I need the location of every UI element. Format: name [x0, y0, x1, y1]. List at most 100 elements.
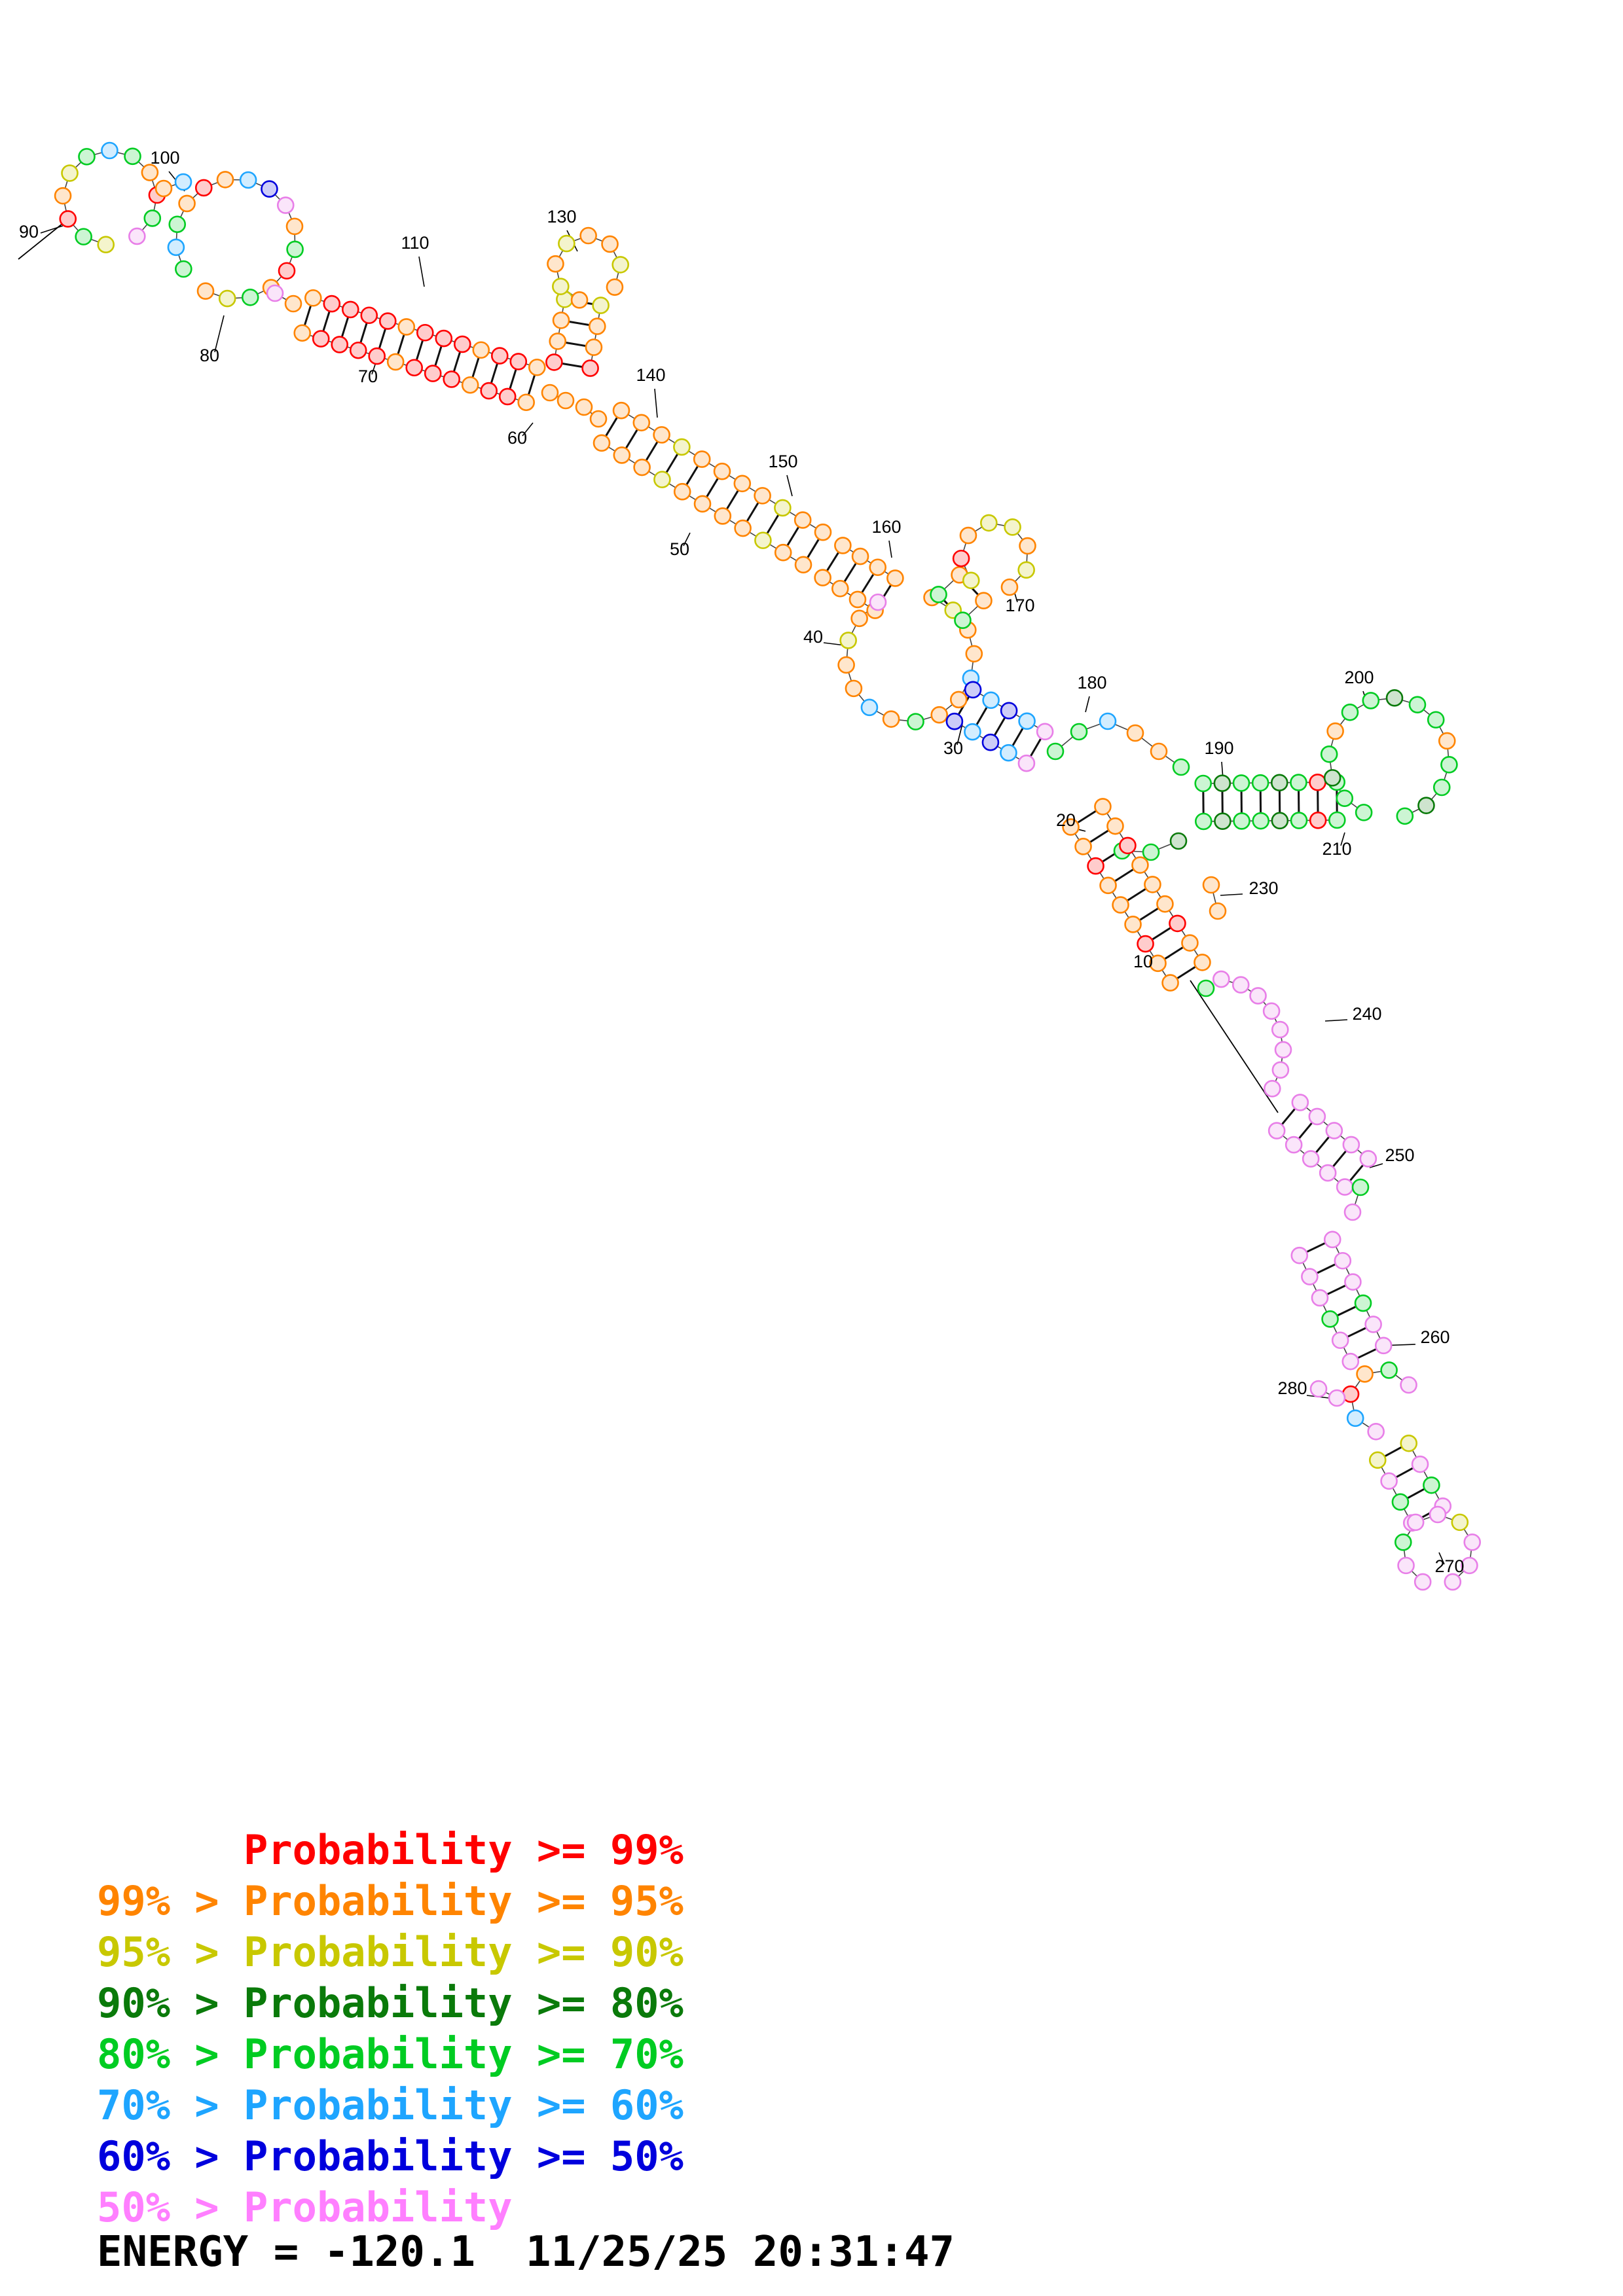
position-label: 100 [150, 148, 179, 168]
nucleotide-node [498, 387, 517, 406]
legend-line-p-70-80: 80% > Probability >= 70% [97, 2030, 684, 2078]
nucleotide-node [754, 531, 772, 549]
nucleotide-node [128, 227, 146, 245]
base-pair-rung [1012, 727, 1024, 747]
nucleotide-node [1380, 1472, 1398, 1490]
nucleotide-node [341, 300, 359, 319]
nucleotide-node [592, 296, 610, 314]
nucleotide-node [285, 217, 304, 236]
nucleotide-node [907, 713, 924, 730]
base-pair-rung [1395, 1467, 1414, 1479]
nucleotide-node [75, 228, 92, 245]
label-tick [888, 540, 892, 558]
position-label: 30 [943, 738, 963, 758]
nucleotide-node [1290, 1246, 1309, 1265]
nucleotide-node [1362, 692, 1380, 709]
nucleotide-node [1119, 836, 1137, 855]
nucleotide-node [1423, 1476, 1440, 1494]
position-label: 170 [1005, 596, 1034, 615]
base-pair-rung [1349, 1164, 1364, 1182]
base-pair-rung [565, 341, 587, 348]
base-pair-rung [434, 346, 443, 367]
nucleotide-node [1328, 811, 1346, 829]
nucleotide-node [1000, 578, 1019, 596]
nucleotide-node [1099, 876, 1117, 895]
nucleotide-node [1367, 1422, 1385, 1441]
label-tick [1085, 696, 1090, 713]
base-pair-rung [861, 573, 875, 594]
nucleotide-node [1356, 1365, 1374, 1383]
legend-line-p-80-90: 90% > Probability >= 80% [97, 1979, 684, 2027]
label-tick [1220, 893, 1243, 896]
nucleotide-node [714, 507, 732, 525]
nucleotide-node [882, 710, 900, 728]
base-pair-rung [766, 514, 780, 535]
nucleotide-node [1427, 711, 1445, 729]
nucleotide-node [954, 611, 972, 629]
nucleotide-node [653, 471, 671, 488]
nucleotide-node [1194, 954, 1211, 971]
nucleotide-node [613, 446, 631, 464]
base-pair-rung [1357, 1348, 1377, 1359]
nucleotide-node [239, 171, 257, 189]
nucleotide-node [1214, 812, 1231, 831]
nucleotide-node [1308, 1107, 1326, 1126]
nucleotide-node [839, 632, 857, 649]
nucleotide-node [349, 341, 367, 359]
nucleotide-node [860, 698, 879, 717]
nucleotide-node [1385, 689, 1404, 707]
base-pair-rung [685, 465, 699, 486]
nucleotide-node [965, 645, 983, 663]
nucleotide-node [168, 215, 187, 234]
nucleotide-node [1233, 812, 1250, 830]
position-label: 50 [670, 539, 689, 559]
position-label: 260 [1420, 1327, 1450, 1347]
position-label: 150 [768, 452, 797, 471]
nucleotide-node [1328, 1389, 1346, 1407]
nucleotide-node [754, 487, 771, 505]
base-pair-rung [826, 551, 840, 572]
nucleotide-node [175, 260, 192, 278]
base-pair-rung [1336, 1305, 1357, 1317]
nucleotide-node [959, 526, 977, 545]
nucleotide-node [54, 187, 72, 205]
nucleotide-node [1311, 1289, 1329, 1307]
nucleotide-node [930, 706, 949, 724]
nucleotide-node [593, 434, 611, 452]
base-pair-rung [1326, 1284, 1347, 1296]
base-pair-rung [509, 368, 517, 389]
base-pair-rung [322, 311, 331, 332]
nucleotide-node [174, 173, 192, 191]
base-pair-rung [1347, 1327, 1367, 1338]
nucleotide-node [1440, 756, 1458, 774]
base-pair-rung [625, 429, 638, 449]
nucleotide-node [405, 359, 424, 377]
base-pair-rung [1315, 1136, 1330, 1154]
nucleotide-node [1000, 702, 1018, 720]
base-pair-rung [976, 706, 988, 726]
nucleotide-node [517, 393, 536, 412]
nucleotide-node [1444, 1573, 1462, 1591]
base-pair-rung [527, 374, 536, 395]
nucleotide-node [733, 475, 752, 493]
nucleotide-node [1046, 742, 1065, 761]
nucleotide-node [1413, 1573, 1432, 1591]
nucleotide-node [59, 210, 77, 228]
nucleotide-node [1213, 774, 1231, 793]
base-pair-rung [1139, 907, 1159, 922]
position-label: 110 [401, 233, 429, 253]
nucleotide-node [1309, 811, 1327, 829]
nucleotide-node [1202, 876, 1220, 894]
nucleotide-node [962, 571, 980, 590]
base-pair-rung [340, 316, 350, 338]
nucleotide-node [178, 194, 196, 213]
position-label: 230 [1249, 878, 1278, 898]
nucleotide-node [1417, 797, 1435, 814]
position-label: 10 [1133, 952, 1153, 971]
nucleotide-node [1209, 902, 1227, 920]
nucleotide-node [331, 336, 349, 353]
base-pair-rung [1332, 1150, 1347, 1168]
nucleotide-node [869, 558, 887, 577]
nucleotide-node [693, 450, 711, 468]
